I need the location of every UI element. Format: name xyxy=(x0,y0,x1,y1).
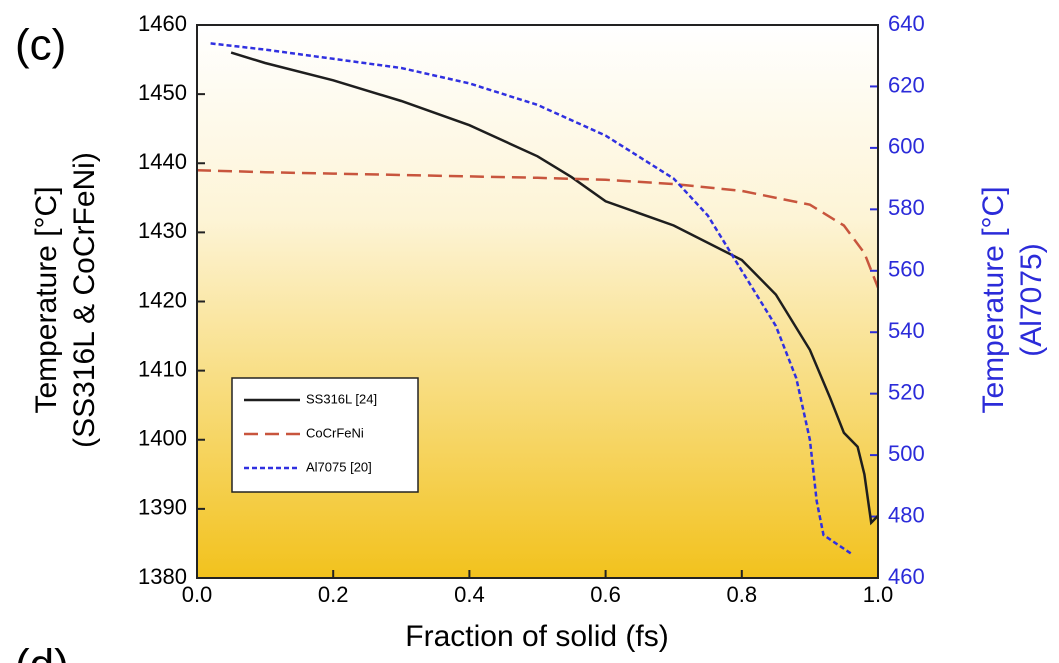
plot-frame xyxy=(196,24,879,579)
x-tick-label: 0.8 xyxy=(727,582,758,607)
y2-tick-label: 480 xyxy=(888,502,925,527)
y2-axis-label: Temperature [°C] (Al7075) xyxy=(977,186,1048,413)
legend-label: CoCrFeNi xyxy=(306,425,364,440)
y-tick-label: 1450 xyxy=(138,80,187,105)
lines xyxy=(196,42,880,555)
y-tick-label: 1380 xyxy=(138,564,187,589)
y-tick-label: 1400 xyxy=(138,426,187,451)
x-tick-label: 0.0 xyxy=(182,582,213,607)
y2-axis-label-line: Temperature [°C] xyxy=(977,186,1010,413)
y-axis-label: Temperature [°C] (SS316L & CoCrFeNi) xyxy=(30,152,101,448)
plot-background xyxy=(197,25,878,578)
legend xyxy=(231,377,419,493)
series-line xyxy=(210,42,852,555)
y2-tick-label: 460 xyxy=(888,564,925,589)
y-tick-label: 1420 xyxy=(138,287,187,312)
y-tick-label: 1390 xyxy=(138,495,187,520)
y-tick-label: 1440 xyxy=(138,149,187,174)
legend-label: SS316L [24] xyxy=(306,391,377,406)
y2-axis-label-line: (Al7075) xyxy=(1015,243,1048,356)
series-line xyxy=(196,168,880,289)
y2-tick-label: 540 xyxy=(888,318,925,343)
y-axis-label-line: Temperature [°C] xyxy=(30,186,63,413)
legend-items: SS316L [24] CoCrFeNi Al7075 [20] xyxy=(244,391,377,474)
y2-tick-label: 560 xyxy=(888,257,925,282)
y2-tick-label: 580 xyxy=(888,195,925,220)
x-axis-label: Fraction of solid (fs) xyxy=(405,620,668,653)
y2-tick-label: 620 xyxy=(888,72,925,97)
y-tick-label: 1410 xyxy=(138,356,187,381)
ticks: 0.0 0.2 0.4 0.6 0.8 1.0 1380 1390 1400 1410 1420 14… xyxy=(138,11,925,607)
y-tick-label: 1460 xyxy=(138,11,187,36)
y-axis-label-line: (SS316L & CoCrFeNi) xyxy=(68,152,101,448)
y2-tick-label: 640 xyxy=(888,11,925,36)
x-tick-label: 0.2 xyxy=(318,582,349,607)
panel-label: (c) xyxy=(15,21,66,70)
next-panel-label: (d) xyxy=(15,641,69,663)
x-tick-label: 1.0 xyxy=(863,582,894,607)
y2-tick-label: 500 xyxy=(888,441,925,466)
y-tick-label: 1430 xyxy=(138,218,187,243)
legend-label: Al7075 [20] xyxy=(306,459,372,474)
x-tick-label: 0.4 xyxy=(454,582,485,607)
y2-tick-label: 520 xyxy=(888,379,925,404)
y2-tick-label: 600 xyxy=(888,134,925,159)
series-line xyxy=(230,51,879,526)
x-tick-label: 0.6 xyxy=(590,582,621,607)
